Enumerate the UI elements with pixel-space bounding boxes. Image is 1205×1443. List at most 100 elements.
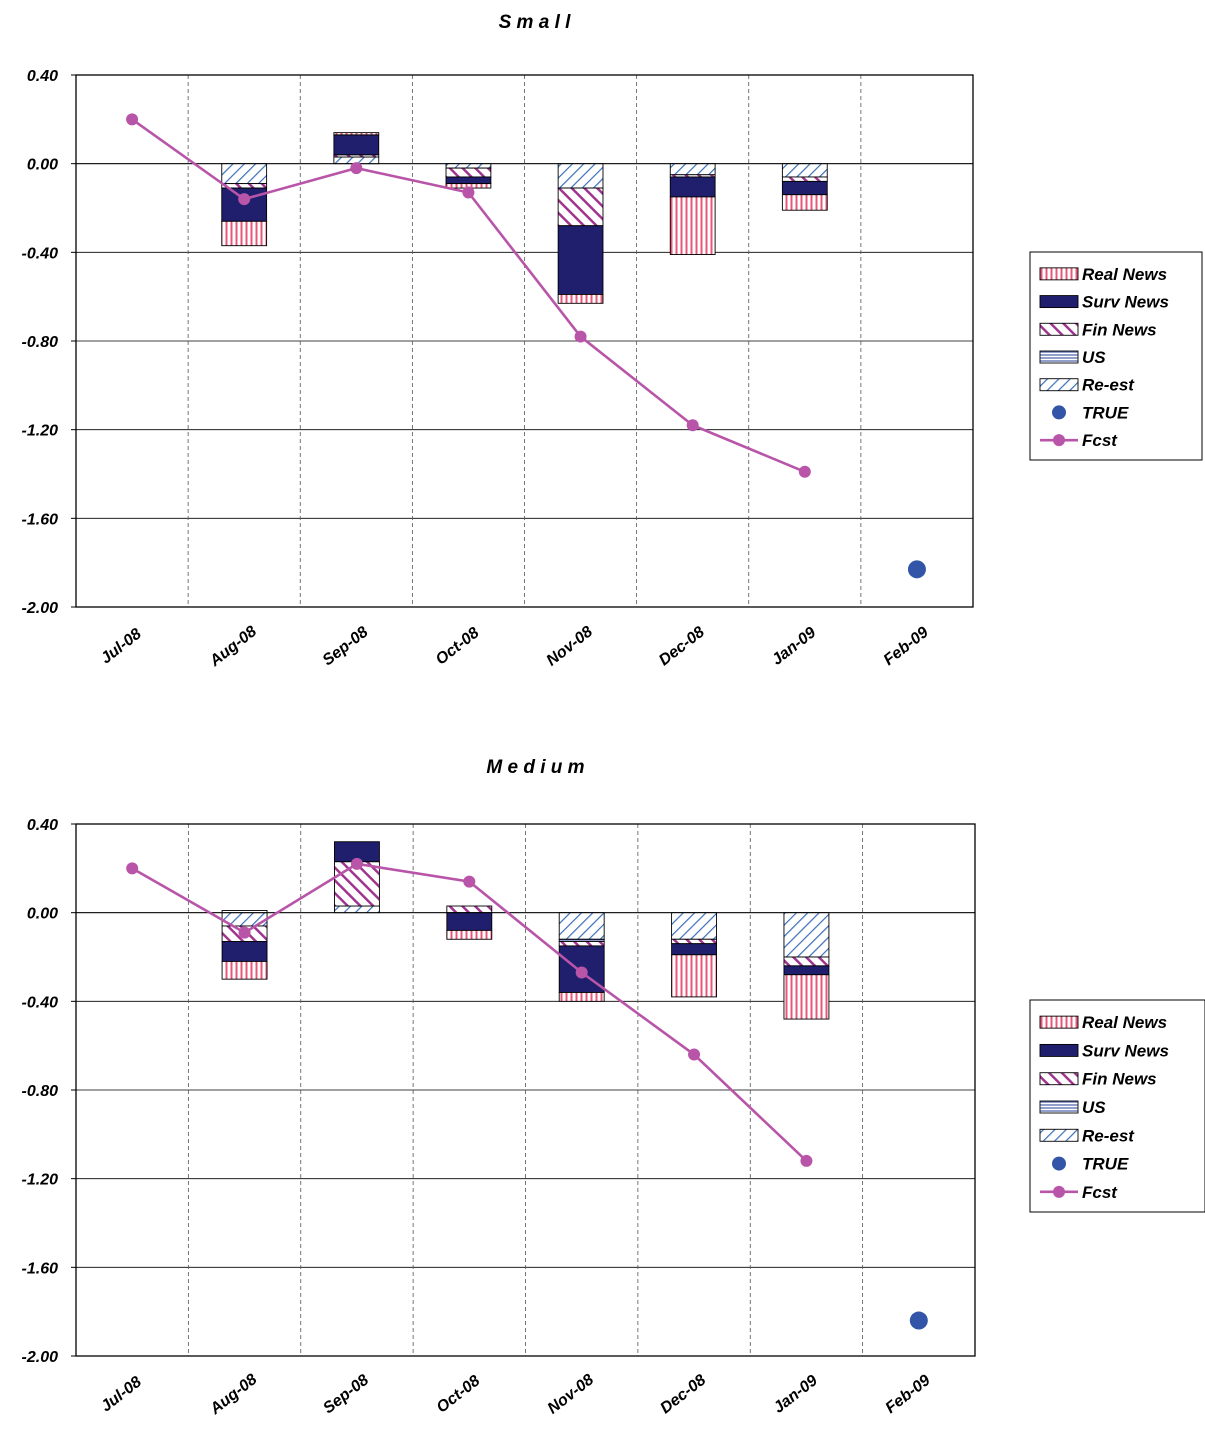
bar-surv-news bbox=[445, 176, 492, 185]
bar-real-news bbox=[669, 196, 716, 256]
legend-swatch-real-news bbox=[1039, 267, 1079, 281]
legend-swatch-true bbox=[1052, 405, 1066, 420]
x-tick-label: Feb-09 bbox=[881, 624, 932, 669]
x-tick-label: Sep-08 bbox=[320, 1372, 372, 1418]
fcst-point bbox=[574, 330, 587, 343]
fcst-point bbox=[238, 926, 251, 939]
bar-surv-news bbox=[671, 943, 717, 956]
y-tick-label: -1.60 bbox=[22, 511, 59, 528]
legend: Real News Surv News Fin News US Re-est TRUE Fc… bbox=[1029, 251, 1203, 461]
bar-real-news bbox=[558, 992, 605, 1002]
bar-re-est bbox=[557, 163, 604, 189]
bar-fin-news bbox=[671, 938, 717, 945]
bar-surv-news bbox=[557, 225, 604, 295]
x-tick-label: Feb-09 bbox=[882, 1372, 933, 1417]
bar-fin-news bbox=[445, 167, 492, 178]
legend-swatch-fcst-point bbox=[1053, 1185, 1065, 1198]
bar-fin-news bbox=[783, 956, 830, 967]
y-tick-label: -1.60 bbox=[22, 1260, 59, 1277]
bar-re-est bbox=[671, 912, 717, 940]
legend-swatch-fin-news bbox=[1039, 322, 1079, 336]
legend-label: Surv News bbox=[1082, 293, 1169, 312]
legend-label: US bbox=[1082, 1098, 1106, 1117]
legend-swatch-surv-news bbox=[1039, 295, 1079, 309]
legend-swatch-true bbox=[1052, 1156, 1066, 1171]
legend-label: US bbox=[1082, 348, 1106, 367]
legend-swatch-re-est bbox=[1039, 378, 1079, 392]
fcst-point bbox=[798, 465, 811, 478]
legend-swatch-real-news bbox=[1039, 1015, 1079, 1029]
y-tick-label: -1.20 bbox=[22, 423, 59, 440]
plot-area bbox=[75, 823, 976, 1357]
bar-surv-news bbox=[333, 134, 380, 156]
legend-swatch-surv-news bbox=[1039, 1043, 1079, 1057]
bar-fin-news bbox=[558, 941, 605, 947]
x-tick-label: Nov-08 bbox=[545, 1371, 598, 1417]
bar-fin-news bbox=[557, 187, 604, 227]
bar-real-news bbox=[333, 132, 380, 136]
true-point bbox=[907, 560, 926, 579]
bar-re-est bbox=[445, 163, 492, 169]
x-tick-label: Aug-08 bbox=[206, 1371, 260, 1418]
fcst-point bbox=[462, 186, 475, 199]
bar-re-est bbox=[783, 912, 830, 958]
bar-surv-news bbox=[669, 176, 716, 198]
x-tick-label: Jan-09 bbox=[769, 624, 819, 669]
bar-real-news bbox=[671, 954, 717, 998]
x-tick-label: Dec-08 bbox=[656, 624, 708, 670]
legend-label: Fcst bbox=[1082, 1183, 1118, 1202]
y-tick-label: -0.80 bbox=[22, 334, 59, 351]
bar-re-est bbox=[334, 905, 380, 914]
fcst-point bbox=[463, 875, 476, 888]
fcst-point bbox=[686, 419, 699, 432]
y-tick-label: 0.40 bbox=[27, 817, 58, 834]
legend-swatch-us bbox=[1039, 350, 1079, 364]
legend-label: TRUE bbox=[1082, 403, 1129, 422]
bar-surv-news bbox=[221, 941, 268, 962]
y-tick-label: -1.20 bbox=[22, 1172, 59, 1189]
legend-swatch-fin-news bbox=[1039, 1072, 1079, 1086]
bar-real-news bbox=[781, 194, 828, 211]
plot-area bbox=[75, 74, 974, 608]
x-tick-label: Nov-08 bbox=[544, 623, 597, 669]
x-tick-label: Jul-08 bbox=[98, 625, 145, 667]
legend-label: Re-est bbox=[1082, 1126, 1135, 1145]
x-tick-label: Jul-08 bbox=[98, 1373, 145, 1415]
legend-box bbox=[1029, 251, 1203, 461]
legend: Real News Surv News Fin News US Re-est TRUE Fc… bbox=[1029, 999, 1205, 1213]
y-tick-label: -0.40 bbox=[22, 994, 59, 1011]
x-tick-label: Oct-08 bbox=[433, 624, 483, 668]
fcst-point bbox=[126, 113, 139, 126]
bar-real-news bbox=[221, 960, 268, 980]
y-tick-label: -2.00 bbox=[22, 600, 59, 617]
chart-2: M e d i u m 0.40 0.00 -0.40 -0.80 -1.20 -1.60 -… bbox=[22, 757, 1205, 1418]
true-point bbox=[909, 1311, 928, 1330]
x-tick-label: Aug-08 bbox=[206, 623, 260, 670]
bar-re-est bbox=[221, 163, 268, 185]
fcst-point bbox=[126, 862, 139, 875]
legend-label: Fcst bbox=[1082, 431, 1118, 450]
fcst-point bbox=[575, 966, 588, 979]
bar-real-news bbox=[557, 294, 604, 304]
legend-label: Fin News bbox=[1082, 320, 1157, 339]
bar-re-est bbox=[558, 912, 605, 940]
bar-re-est bbox=[669, 163, 716, 176]
bar-real-news bbox=[783, 974, 830, 1020]
legend-label: Real News bbox=[1082, 265, 1167, 284]
bar-real-news bbox=[221, 220, 268, 247]
y-tick-label: 0.00 bbox=[27, 906, 58, 923]
bar-real-news bbox=[446, 929, 493, 940]
bar-surv-news bbox=[781, 180, 828, 196]
legend-label: Real News bbox=[1082, 1013, 1167, 1032]
y-tick-label: 0.40 bbox=[27, 68, 58, 85]
fcst-point bbox=[800, 1154, 813, 1167]
x-tick-label: Jan-09 bbox=[770, 1372, 820, 1417]
x-tick-label: Oct-08 bbox=[434, 1372, 484, 1416]
chart-title: S m a l l bbox=[499, 12, 572, 33]
legend-label: Surv News bbox=[1082, 1041, 1169, 1060]
chart-1: S m a l l 0.40 0.00 -0.40 -0.80 -1.20 -1.60 -2.… bbox=[22, 12, 1203, 670]
legend-label: Fin News bbox=[1082, 1070, 1157, 1089]
fcst-point bbox=[688, 1048, 701, 1061]
legend-swatch-re-est bbox=[1039, 1128, 1079, 1142]
